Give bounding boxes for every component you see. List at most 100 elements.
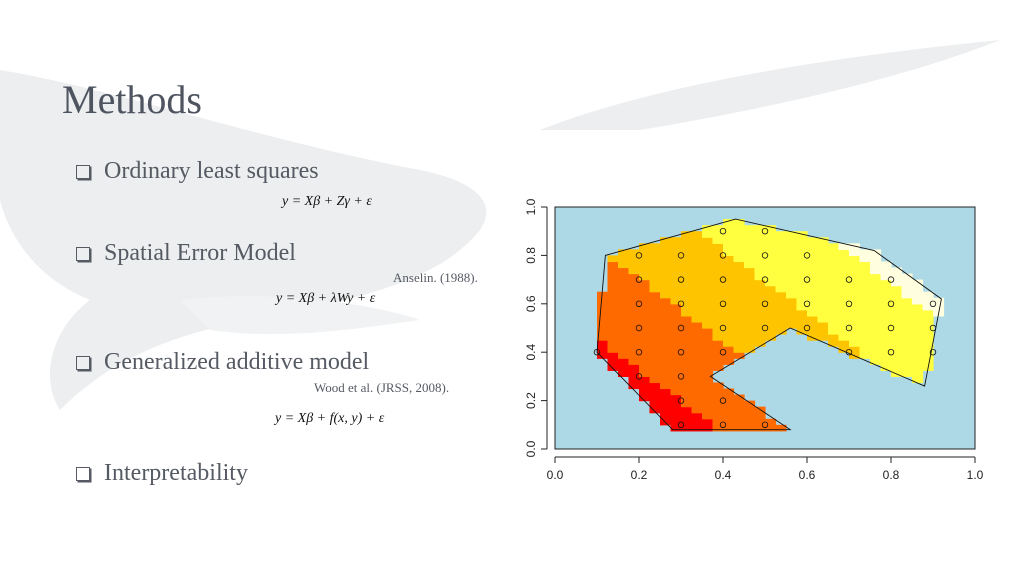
heatmap-cell [849,261,861,269]
heatmap-cell [681,279,693,287]
heatmap-cell [786,303,798,311]
heatmap-cell [765,225,777,232]
heatmap-cell [828,273,840,281]
heatmap-cell [817,297,829,305]
heatmap-cell [870,249,882,256]
heatmap-cell [733,412,745,420]
heatmap-cell [817,255,829,263]
heatmap-cell [744,406,756,414]
heatmap-cell [838,261,850,269]
heatmap-cell [912,376,924,384]
heatmap-cell [744,273,756,281]
heatmap-cell [660,303,672,311]
heatmap-cell [859,340,871,347]
heatmap-cell [702,273,714,281]
heatmap-cell [859,261,871,269]
heatmap-cell [765,255,777,263]
heatmap-cell [660,291,672,299]
heatmap-cell [849,328,861,335]
heatmap-cell [786,309,798,317]
heatmap-cell [702,231,714,238]
heatmap-cell [628,382,640,390]
x-tick-label: 0.6 [799,468,816,482]
heatmap-cell [828,291,840,299]
heatmap-cell [786,243,798,250]
data-point [719,397,727,404]
heatmap-cell [817,315,829,323]
heatmap-cell [649,267,661,275]
heatmap-cell [870,340,882,347]
heatmap-cell [660,412,672,420]
data-point [761,324,769,332]
heatmap-cell [754,412,766,420]
heatmap-cell [681,400,693,408]
heatmap-cell [702,400,714,408]
heatmap-cell [691,388,703,396]
bullet-sem: Spatial Error Model [76,240,296,267]
heatmap-cell [681,388,693,396]
heatmap-cell [796,267,808,275]
heatmap-cell [733,237,745,244]
heatmap-cell [891,279,903,287]
data-point [677,252,685,259]
heatmap-cell [828,243,840,250]
heatmap-cell [649,309,661,317]
heatmap-cell [670,340,682,347]
heatmap-cell [765,267,777,275]
heatmap-cell [639,297,651,305]
heatmap-cell [691,400,703,408]
heatmap-cell [681,382,693,390]
heatmap-cell [618,309,630,317]
heatmap-cell [607,255,619,263]
heatmap-cell [607,352,619,359]
heatmap-cell [649,382,661,390]
heatmap-cell [618,279,630,287]
heatmap-cell [828,309,840,317]
heatmap-cell [765,424,777,432]
heatmap-cell [628,346,640,353]
heatmap-cell [891,291,903,299]
heatmap-cell [649,364,661,371]
heatmap-cell [691,315,703,323]
heatmap-cell [670,364,682,371]
heatmap-cell [649,255,661,263]
heatmap-cell [828,261,840,269]
heatmap-cell [723,346,735,353]
heatmap-cell [859,267,871,275]
heatmap-cell [733,424,745,432]
heatmap-cell [744,225,756,232]
heatmap-cell [691,352,703,359]
heatmap-cell [870,291,882,299]
x-tick-label: 0.4 [715,468,732,482]
heatmap-cell [880,352,892,359]
heatmap-cell [712,231,724,238]
spatial-heatmap-chart: 0.0 0.2 0.4 0.6 0.8 1.0 0.0 0.2 0.4 0.6 0.8 1.0 [524,198,984,482]
heatmap-cell [838,285,850,293]
heatmap-cell [796,328,808,335]
heatmap-cell [880,334,892,341]
heatmap-cell [607,334,619,341]
heatmap-cell [723,418,735,426]
heatmap-cell [859,315,871,323]
heatmap-cell [849,279,861,287]
data-point [677,348,685,356]
heatmap-cell [754,309,766,317]
heatmap-cell [660,249,672,256]
heatmap-cell [712,261,724,269]
heatmap-cell [744,309,756,317]
heatmap-cell [670,394,682,402]
heatmap-cell [891,303,903,311]
heatmap-cell [723,303,735,311]
heatmap-cell [828,285,840,293]
data-point [593,348,601,356]
heatmap-cell [796,297,808,305]
heatmap-cell [702,382,714,390]
heatmap-cell [733,267,745,275]
heatmap-cell [618,303,630,311]
heatmap-cell [859,309,871,317]
heatmap-cell [807,291,819,299]
heatmap-cell [754,315,766,323]
heatmap-cell [628,328,640,335]
heatmap-cell [691,376,703,384]
heatmap-cell [912,334,924,341]
